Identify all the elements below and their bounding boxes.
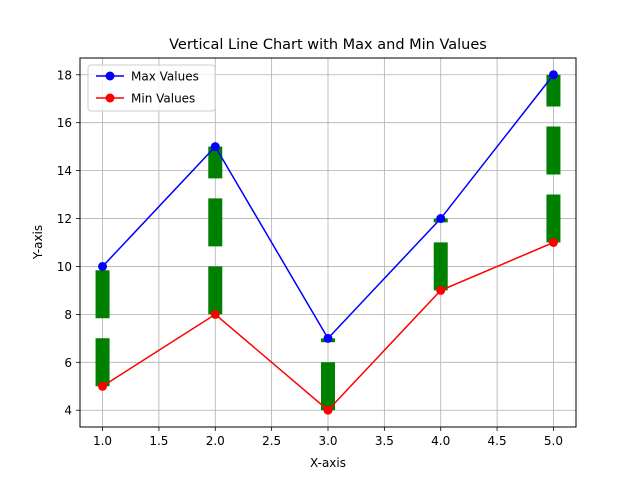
data-point [210, 142, 220, 152]
y-tick-label: 16 [57, 116, 72, 130]
data-point [436, 285, 446, 295]
series-lines [98, 70, 558, 415]
y-tick-label: 8 [64, 308, 72, 322]
y-axis-label: Y-axis [31, 225, 45, 260]
y-tick-label: 12 [57, 212, 72, 226]
chart-title: Vertical Line Chart with Max and Min Val… [169, 37, 487, 53]
y-tick-label: 14 [57, 164, 72, 178]
y-tick-label: 10 [57, 260, 72, 274]
data-point [436, 214, 446, 224]
y-tick-label: 18 [57, 68, 72, 82]
x-tick-label: 5.0 [544, 434, 563, 448]
x-tick-label: 4.0 [431, 434, 450, 448]
x-tick-label: 2.5 [262, 434, 281, 448]
legend: Max Values Min Values [87, 64, 216, 112]
data-point [98, 261, 108, 271]
data-point [98, 381, 108, 391]
data-point [323, 333, 333, 343]
legend-label: Max Values [131, 70, 199, 84]
x-tick-label: 4.5 [488, 434, 507, 448]
x-tick-label: 1.5 [149, 434, 168, 448]
vertical-segments [95, 74, 561, 411]
data-point [548, 238, 558, 247]
legend-label: Min Values [131, 92, 195, 106]
data-point [548, 70, 558, 80]
y-tick-label: 4 [64, 404, 72, 418]
x-tick-label: 3.5 [375, 434, 394, 448]
legend-marker [105, 93, 115, 103]
x-tick-label: 3.0 [318, 434, 337, 448]
x-axis-label: X-axis [310, 456, 346, 470]
y-tick-label: 6 [64, 356, 72, 370]
data-point [210, 309, 220, 319]
legend-marker [105, 71, 115, 81]
axis-ticks: 1.0 1.5 2.0 2.5 3.0 3.5 4.0 4.5 5.0 4 6 8 10 12 14 16 18 [57, 68, 563, 448]
x-tick-label: 2.0 [206, 434, 225, 448]
x-tick-label: 1.0 [93, 434, 112, 448]
data-point [323, 405, 333, 415]
